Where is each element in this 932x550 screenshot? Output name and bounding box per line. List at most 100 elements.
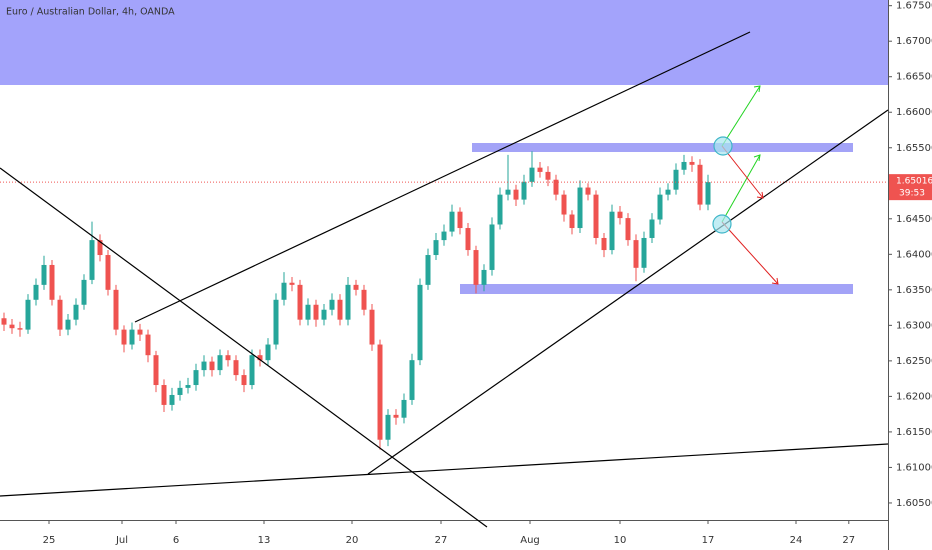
candle-body — [281, 282, 287, 300]
y-tick-label: 1.61000 — [896, 462, 932, 473]
candle-body — [393, 414, 399, 418]
candle-body — [553, 179, 559, 195]
candle-body — [1, 318, 7, 325]
candle-body — [681, 161, 687, 170]
candle-body — [593, 194, 599, 238]
y-tick-label: 1.64500 — [896, 214, 932, 225]
zone — [460, 284, 853, 294]
x-tick-label: 25 — [43, 535, 56, 546]
candle-body — [425, 255, 431, 285]
price-tag — [889, 174, 932, 201]
candle-body — [521, 181, 527, 200]
candle-body — [345, 284, 351, 320]
zone — [472, 143, 853, 152]
candle-body — [489, 224, 495, 270]
x-tick-label: 20 — [346, 535, 359, 546]
candle-body — [377, 344, 383, 440]
candle-body — [305, 304, 311, 320]
y-tick-label: 1.62500 — [896, 356, 932, 367]
arrow-head — [753, 154, 761, 162]
candle-body — [673, 169, 679, 190]
candle-body — [113, 289, 119, 330]
candle-body — [617, 211, 623, 219]
candle-body — [353, 284, 359, 290]
x-tick-label: Jul — [115, 535, 128, 546]
candle-body — [321, 309, 327, 320]
candle-body — [577, 187, 583, 229]
drawings — [0, 0, 888, 294]
candle-body — [313, 304, 319, 320]
candle-body — [105, 255, 111, 290]
candle-body — [297, 284, 303, 320]
candle-body — [249, 355, 255, 386]
candle-body — [145, 334, 151, 356]
plot — [1, 151, 711, 450]
candle-body — [513, 189, 519, 200]
y-tick-label: 1.62000 — [896, 391, 932, 402]
candle-body — [665, 189, 671, 195]
y-tick-label: 1.60500 — [896, 498, 932, 509]
candle-body — [641, 237, 647, 268]
candle-body — [505, 189, 511, 195]
x-tick-label: 10 — [614, 535, 627, 546]
candle-body — [401, 399, 407, 418]
candle-body — [49, 264, 55, 300]
chart-title: Euro / Australian Dollar, 4h, OANDA — [6, 7, 175, 18]
candle-body — [97, 240, 103, 256]
candle-body — [409, 360, 415, 400]
x-tick-label: 27 — [842, 535, 855, 546]
x-tick-label: 6 — [173, 535, 179, 546]
candle-body — [25, 299, 31, 330]
marker-circle — [712, 214, 732, 234]
candle-body — [65, 319, 71, 330]
candle-body — [225, 355, 231, 361]
candle-body — [473, 250, 479, 285]
y-tick-label: 1.61500 — [896, 427, 932, 438]
candle-body — [241, 375, 247, 386]
candle-body — [89, 240, 95, 280]
y-tick-label: 1.67000 — [896, 36, 932, 47]
candle-body — [121, 329, 127, 345]
candle-body — [569, 214, 575, 229]
candle-body — [457, 211, 463, 229]
y-tick-label: 1.64000 — [896, 249, 932, 260]
price-tag-label: 1.65016 — [896, 177, 932, 187]
candle-body — [433, 240, 439, 256]
candle-body — [561, 194, 567, 215]
candle-body — [17, 328, 23, 330]
candle-body — [601, 237, 607, 251]
candle-body — [201, 361, 207, 371]
y-tick-label: 1.66000 — [896, 107, 932, 118]
marker-circle — [713, 136, 733, 156]
candle-body — [169, 394, 175, 405]
candle-body — [33, 284, 39, 300]
arrow-head — [753, 85, 761, 93]
trend-line — [0, 167, 488, 528]
candle-body — [609, 211, 615, 251]
arrow-head — [756, 191, 764, 199]
trend-line — [367, 109, 889, 475]
candle-body — [537, 167, 543, 172]
candle-body — [697, 164, 703, 205]
candle-body — [497, 194, 503, 225]
drawings — [0, 31, 889, 528]
candle-body — [185, 385, 191, 388]
arrow-head — [771, 277, 779, 285]
candle-body — [233, 360, 239, 376]
x-tick-label: 27 — [435, 535, 448, 546]
trend-line — [0, 443, 889, 497]
candle-body — [465, 228, 471, 251]
candle-body — [137, 329, 143, 335]
y-tick-label: 1.63500 — [896, 285, 932, 296]
candle-body — [585, 187, 591, 195]
candle-body — [265, 344, 271, 361]
candle-body — [441, 231, 447, 241]
candle-body — [73, 304, 79, 320]
x-tick-label: 17 — [702, 535, 715, 546]
candle-body — [449, 211, 455, 232]
x-tick-label: 13 — [258, 535, 271, 546]
candle-body — [289, 282, 295, 285]
y-tick-label: 1.67500 — [896, 1, 932, 12]
y-tick-label: 1.63000 — [896, 320, 932, 331]
